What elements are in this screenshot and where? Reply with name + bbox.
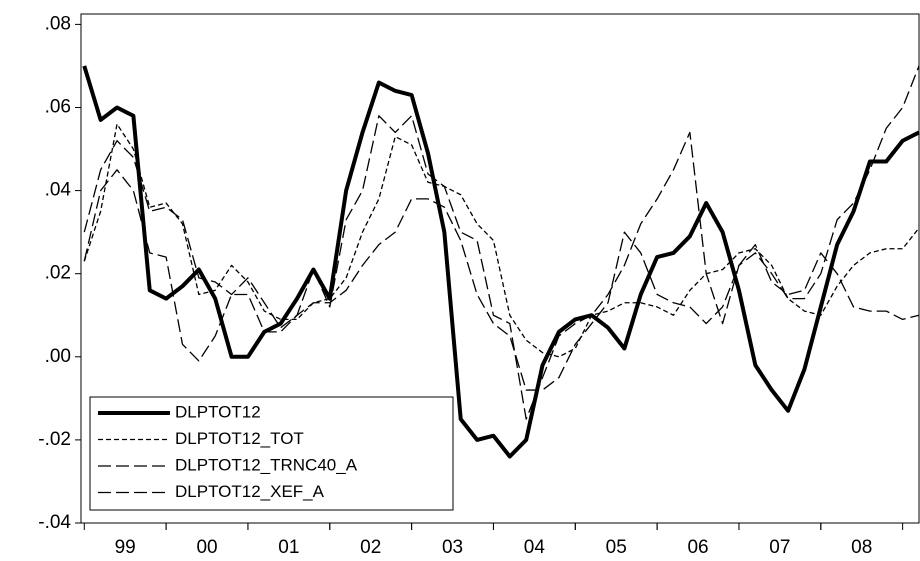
x-tick-label: 06	[687, 537, 708, 558]
legend-label: DLPTOT12_TRNC40_A	[175, 455, 358, 474]
plot-frame	[80, 13, 920, 524]
y-tick-label: .06	[45, 97, 71, 118]
y-tick-label: .00	[45, 346, 71, 367]
x-tick-label: 08	[851, 537, 872, 558]
legend-label: DLPTOT12_TOT	[175, 429, 304, 448]
legend-box	[89, 396, 454, 511]
y-tick-label: -.02	[38, 429, 71, 450]
x-tick-label: 02	[360, 537, 381, 558]
x-tick-label: 01	[278, 537, 299, 558]
series-line	[82, 65, 920, 459]
series-line	[83, 123, 920, 358]
y-tick-label: .04	[45, 180, 72, 201]
y-tick-label: .08	[45, 13, 71, 34]
x-tick-label: 07	[769, 537, 790, 558]
x-tick-label: 04	[524, 537, 546, 558]
series-line	[83, 169, 920, 391]
series-line	[83, 65, 920, 420]
y-tick-label: .02	[45, 263, 71, 284]
x-tick-label: 99	[115, 537, 136, 558]
x-tick-label: 03	[442, 537, 463, 558]
legend-label: DLPTOT12	[175, 402, 261, 421]
y-tick-label: -.04	[38, 512, 71, 533]
x-tick-label: 05	[606, 537, 627, 558]
legend-label: DLPTOT12_XEF_A	[175, 482, 325, 501]
x-tick-label: 00	[196, 537, 217, 558]
